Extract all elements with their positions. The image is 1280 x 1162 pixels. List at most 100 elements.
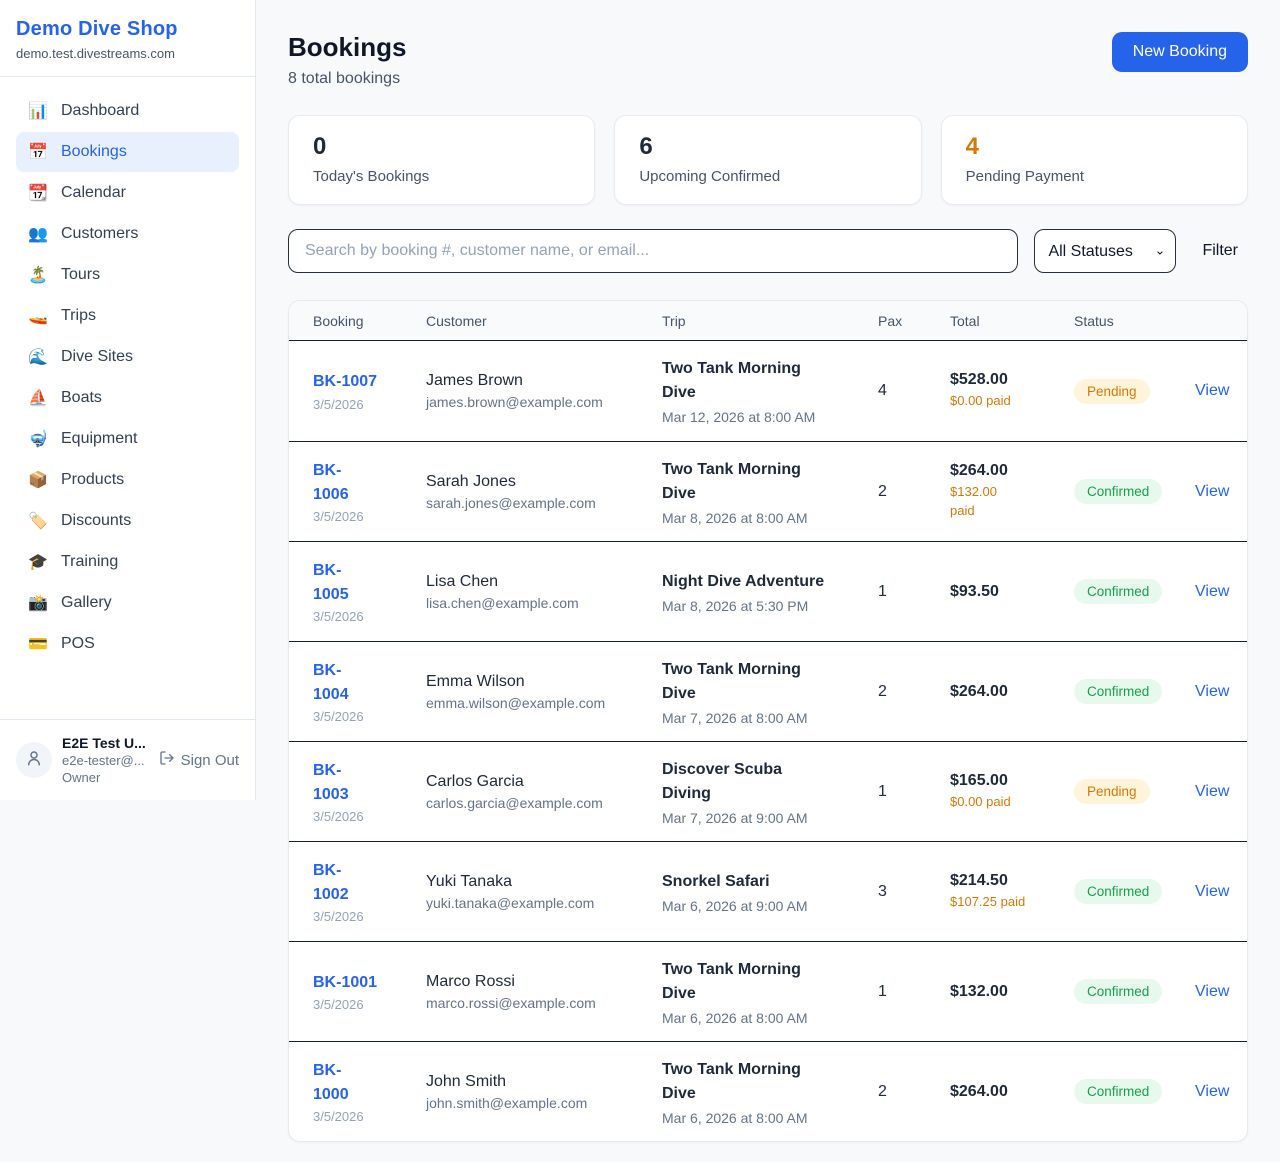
- sidebar-item-tours[interactable]: 🏝️ Tours: [16, 255, 239, 295]
- status-filter-select[interactable]: All Statuses: [1034, 229, 1177, 273]
- nav-icon: 🏷️: [28, 513, 48, 530]
- total-amount: $132.00: [950, 982, 1008, 1000]
- status-cell: Pending: [1074, 378, 1195, 404]
- total-cell: $264.00: [950, 1083, 1074, 1101]
- sidebar-item-discounts[interactable]: 🏷️ Discounts: [16, 501, 239, 541]
- nav-icon: 📆: [28, 185, 48, 202]
- sign-out-label: Sign Out: [180, 751, 239, 769]
- view-link[interactable]: View: [1195, 482, 1230, 500]
- actions-cell: View: [1195, 782, 1247, 801]
- customer-cell: James Brown james.brown@example.com: [426, 372, 662, 410]
- booking-date: 3/5/2026: [313, 508, 364, 524]
- bookings-table-body: BK-1007 3/5/2026 James Brown james.brown…: [289, 341, 1247, 1141]
- customer-name: Sarah Jones: [426, 472, 516, 490]
- trip-datetime: Mar 8, 2026 at 8:00 AM: [662, 509, 808, 526]
- sidebar-item-gallery[interactable]: 📸 Gallery: [16, 583, 239, 623]
- user-email: e2e-tester@...: [62, 753, 145, 768]
- view-link[interactable]: View: [1195, 382, 1230, 399]
- search-input[interactable]: [288, 229, 1019, 273]
- nav-label: Calendar: [61, 184, 126, 201]
- customer-cell: John Smith john.smith@example.com: [426, 1073, 662, 1111]
- user-name: E2E Test U...: [62, 735, 146, 751]
- page-subtitle: 8 total bookings: [288, 70, 401, 87]
- customer-name: Lisa Chen: [426, 572, 499, 590]
- sidebar-item-bookings[interactable]: 📅 Bookings: [16, 132, 239, 172]
- booking-cell: BK-1007 3/5/2026: [313, 370, 426, 411]
- sidebar-item-products[interactable]: 📦 Products: [16, 460, 239, 500]
- sidebar-item-boats[interactable]: ⛵ Boats: [16, 378, 239, 418]
- column-header-pax: Pax: [878, 312, 903, 329]
- nav-icon: 📦: [28, 472, 48, 489]
- trip-name: Two Tank Morning Dive: [662, 1060, 801, 1102]
- pax-cell: 2: [878, 683, 950, 701]
- sidebar-item-trips[interactable]: 🚤 Trips: [16, 296, 239, 336]
- table-row: BK-1001 3/5/2026 Marco Rossi marco.rossi…: [289, 941, 1247, 1041]
- stat-value: 4: [965, 133, 980, 160]
- booking-id-link[interactable]: BK-1001: [313, 973, 378, 991]
- table-row: BK- 1003 3/5/2026 Carlos Garcia carlos.g…: [289, 741, 1247, 841]
- stat-card-upcoming-confirmed: 6 Upcoming Confirmed: [614, 115, 922, 205]
- trip-datetime: Mar 8, 2026 at 5:30 PM: [662, 597, 809, 614]
- view-link[interactable]: View: [1195, 982, 1230, 1000]
- trip-cell: Two Tank Morning Dive Mar 7, 2026 at 8:0…: [662, 658, 878, 726]
- trip-datetime: Mar 7, 2026 at 8:00 AM: [662, 709, 808, 726]
- total-amount: $528.00: [950, 371, 1008, 389]
- trip-name: Night Dive Adventure: [662, 572, 825, 590]
- customer-name: Carlos Garcia: [426, 772, 524, 790]
- status-badge: Confirmed: [1074, 979, 1163, 1004]
- view-link[interactable]: View: [1195, 882, 1230, 900]
- booking-cell: BK- 1002 3/5/2026: [313, 859, 426, 923]
- view-link[interactable]: View: [1195, 582, 1230, 600]
- status-badge: Confirmed: [1074, 479, 1163, 504]
- status-cell: Confirmed: [1074, 879, 1195, 904]
- total-amount: $214.50: [950, 871, 1008, 889]
- pax-cell: 2: [878, 483, 950, 501]
- sidebar-item-pos[interactable]: 💳 POS: [16, 624, 239, 664]
- nav-label: Gallery: [61, 594, 112, 611]
- pax-cell: 1: [878, 983, 950, 1001]
- sign-out-icon: [159, 750, 175, 770]
- view-link[interactable]: View: [1195, 682, 1230, 700]
- nav-label: Boats: [61, 389, 102, 406]
- sidebar-item-dashboard[interactable]: 📊 Dashboard: [16, 91, 239, 131]
- view-link[interactable]: View: [1195, 782, 1230, 800]
- table-header-row: Booking Customer Trip Pax Total Status: [289, 301, 1247, 341]
- sidebar-item-dive-sites[interactable]: 🌊 Dive Sites: [16, 337, 239, 377]
- sign-out-button[interactable]: Sign Out: [159, 750, 239, 770]
- booking-id-link[interactable]: BK- 1003: [313, 762, 349, 803]
- nav-icon: ⛵: [28, 390, 48, 407]
- column-header-trip: Trip: [662, 312, 686, 329]
- stat-card-pending-payment: 4 Pending Payment: [940, 115, 1248, 205]
- status-badge: Confirmed: [1074, 579, 1163, 604]
- page-header: Bookings 8 total bookings New Booking: [288, 32, 1248, 88]
- view-link[interactable]: View: [1195, 1082, 1230, 1100]
- booking-id-link[interactable]: BK- 1000: [313, 1062, 349, 1103]
- stats-row: 0 Today's Bookings 6 Upcoming Confirmed …: [288, 115, 1248, 205]
- booking-cell: BK- 1006 3/5/2026: [313, 459, 426, 523]
- customer-cell: Carlos Garcia carlos.garcia@example.com: [426, 773, 662, 811]
- booking-id-link[interactable]: BK- 1002: [313, 862, 349, 903]
- sidebar-item-equipment[interactable]: 🤿 Equipment: [16, 419, 239, 459]
- nav-label: Training: [61, 553, 119, 570]
- customer-cell: Sarah Jones sarah.jones@example.com: [426, 473, 662, 511]
- customer-cell: Lisa Chen lisa.chen@example.com: [426, 573, 662, 611]
- filter-button[interactable]: Filter: [1192, 242, 1248, 260]
- status-badge: Pending: [1074, 378, 1150, 404]
- nav-label: Equipment: [61, 430, 138, 447]
- booking-id-link[interactable]: BK-1007: [313, 373, 378, 391]
- booking-date: 3/5/2026: [313, 808, 364, 824]
- booking-id-link[interactable]: BK- 1006: [313, 462, 349, 503]
- sidebar-item-training[interactable]: 🎓 Training: [16, 542, 239, 582]
- nav-label: Dive Sites: [61, 348, 134, 365]
- new-booking-button[interactable]: New Booking: [1111, 32, 1248, 72]
- total-paid: $132.00 paid: [950, 484, 997, 518]
- booking-date: 3/5/2026: [313, 1108, 364, 1124]
- trip-name: Two Tank Morning Dive: [662, 460, 801, 502]
- nav-label: Trips: [61, 307, 96, 324]
- table-row: BK- 1006 3/5/2026 Sarah Jones sarah.jone…: [289, 441, 1247, 541]
- booking-id-link[interactable]: BK- 1005: [313, 562, 349, 603]
- sidebar-item-calendar[interactable]: 📆 Calendar: [16, 173, 239, 213]
- booking-cell: BK- 1005 3/5/2026: [313, 559, 426, 623]
- booking-id-link[interactable]: BK- 1004: [313, 662, 349, 703]
- sidebar-item-customers[interactable]: 👥 Customers: [16, 214, 239, 254]
